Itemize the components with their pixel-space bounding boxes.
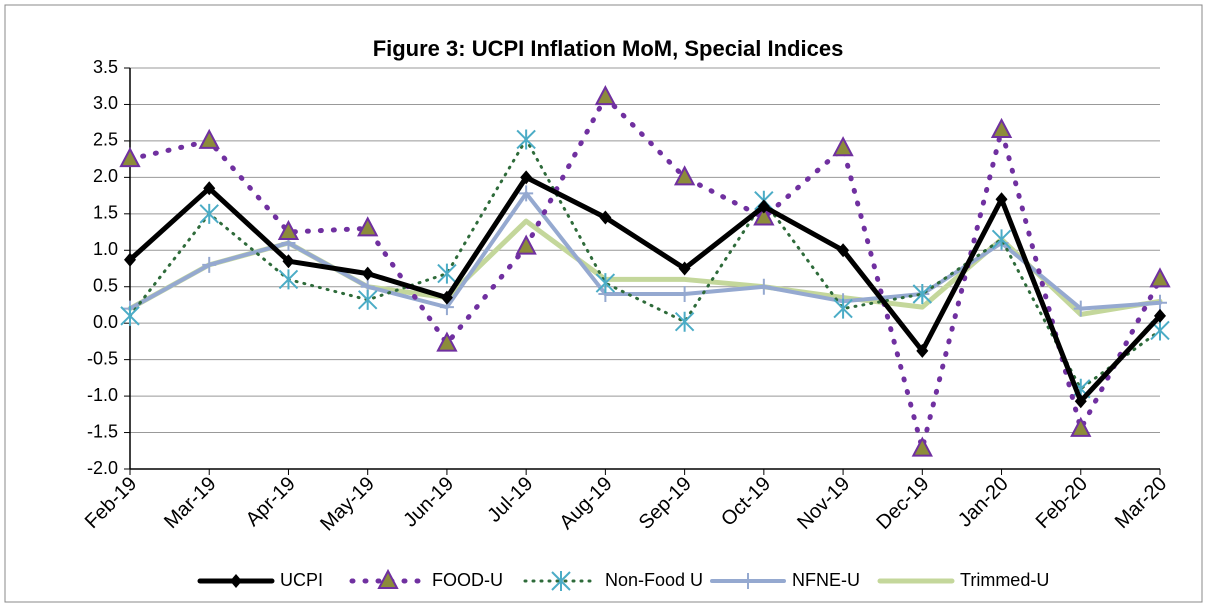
line-marker	[995, 192, 1008, 207]
y-tick-label: 2.5	[93, 130, 118, 150]
series-line	[128, 137, 1162, 391]
line-marker	[911, 436, 933, 457]
legend-label: Trimmed-U	[960, 570, 1049, 590]
line-marker	[756, 278, 771, 295]
y-tick-label: 0.0	[93, 312, 118, 332]
legend-marker	[551, 571, 571, 591]
legend-label: FOOD-U	[432, 570, 503, 590]
series-line	[127, 174, 1163, 404]
line-marker	[361, 266, 374, 281]
line-marker	[674, 311, 695, 332]
legend-item: FOOD-U	[349, 568, 503, 590]
line-marker	[199, 203, 219, 224]
line-marker	[357, 216, 379, 237]
line-marker	[1149, 267, 1171, 288]
line-marker	[757, 199, 770, 214]
line-marker	[119, 146, 141, 168]
line-marker	[516, 129, 536, 150]
legend-item: Non-Food U	[523, 570, 703, 591]
line-marker	[990, 117, 1013, 138]
line-marker	[753, 205, 775, 226]
legend-item: Trimmed-U	[877, 570, 1049, 590]
line-marker	[833, 298, 853, 319]
legend-label: NFNE-U	[792, 570, 860, 590]
line-marker	[437, 263, 457, 284]
line-marker	[202, 256, 217, 273]
legend-marker	[230, 574, 242, 588]
line-marker	[916, 343, 929, 358]
y-tick-label: -1.0	[87, 385, 118, 405]
legend-item: NFNE-U	[710, 570, 860, 590]
line-marker	[278, 269, 299, 290]
legend-label: Non-Food U	[605, 570, 703, 590]
y-tick-label: 3.5	[93, 57, 118, 77]
legend-marker	[377, 568, 399, 589]
legend-label: UCPI	[280, 570, 323, 590]
line-marker	[436, 331, 458, 352]
line-marker	[837, 243, 850, 258]
series	[124, 170, 1166, 409]
line-marker	[1154, 308, 1166, 323]
line-marker	[677, 286, 692, 303]
line-marker	[520, 170, 533, 185]
line-marker	[1073, 300, 1088, 317]
line-marker	[595, 273, 616, 294]
line-marker	[991, 229, 1012, 250]
line-marker	[277, 219, 300, 241]
line-marker	[1153, 294, 1167, 311]
y-tick-label: 2.0	[93, 166, 118, 186]
line-marker	[1070, 416, 1092, 437]
line-marker	[832, 136, 854, 157]
y-tick-label: -1.5	[87, 421, 118, 441]
line-marker	[198, 128, 220, 149]
line-marker	[912, 284, 933, 305]
line-marker	[282, 254, 295, 269]
line-marker	[673, 165, 696, 186]
y-tick-label: 3.0	[93, 93, 118, 113]
line-marker	[124, 252, 136, 267]
line-marker	[599, 210, 612, 225]
line-marker	[515, 234, 537, 255]
line-marker	[120, 305, 140, 326]
line-marker	[203, 181, 216, 196]
line-marker	[1074, 394, 1087, 409]
line-marker	[440, 290, 453, 305]
chart-title: Figure 3: UCPI Inflation MoM, Special In…	[373, 36, 844, 61]
legend-item: UCPI	[197, 570, 323, 590]
y-tick-label: 1.5	[93, 203, 118, 223]
legend-marker	[741, 573, 755, 589]
line-marker	[594, 85, 617, 106]
line-marker	[519, 185, 534, 202]
series-line	[128, 191, 1162, 311]
line-marker	[678, 261, 691, 276]
y-tick-label: -2.0	[87, 458, 118, 478]
series	[119, 85, 1171, 457]
y-tick-label: 1.0	[93, 239, 118, 259]
y-tick-label: -0.5	[87, 348, 118, 368]
line-marker	[357, 289, 378, 310]
y-tick-label: 0.5	[93, 275, 118, 295]
